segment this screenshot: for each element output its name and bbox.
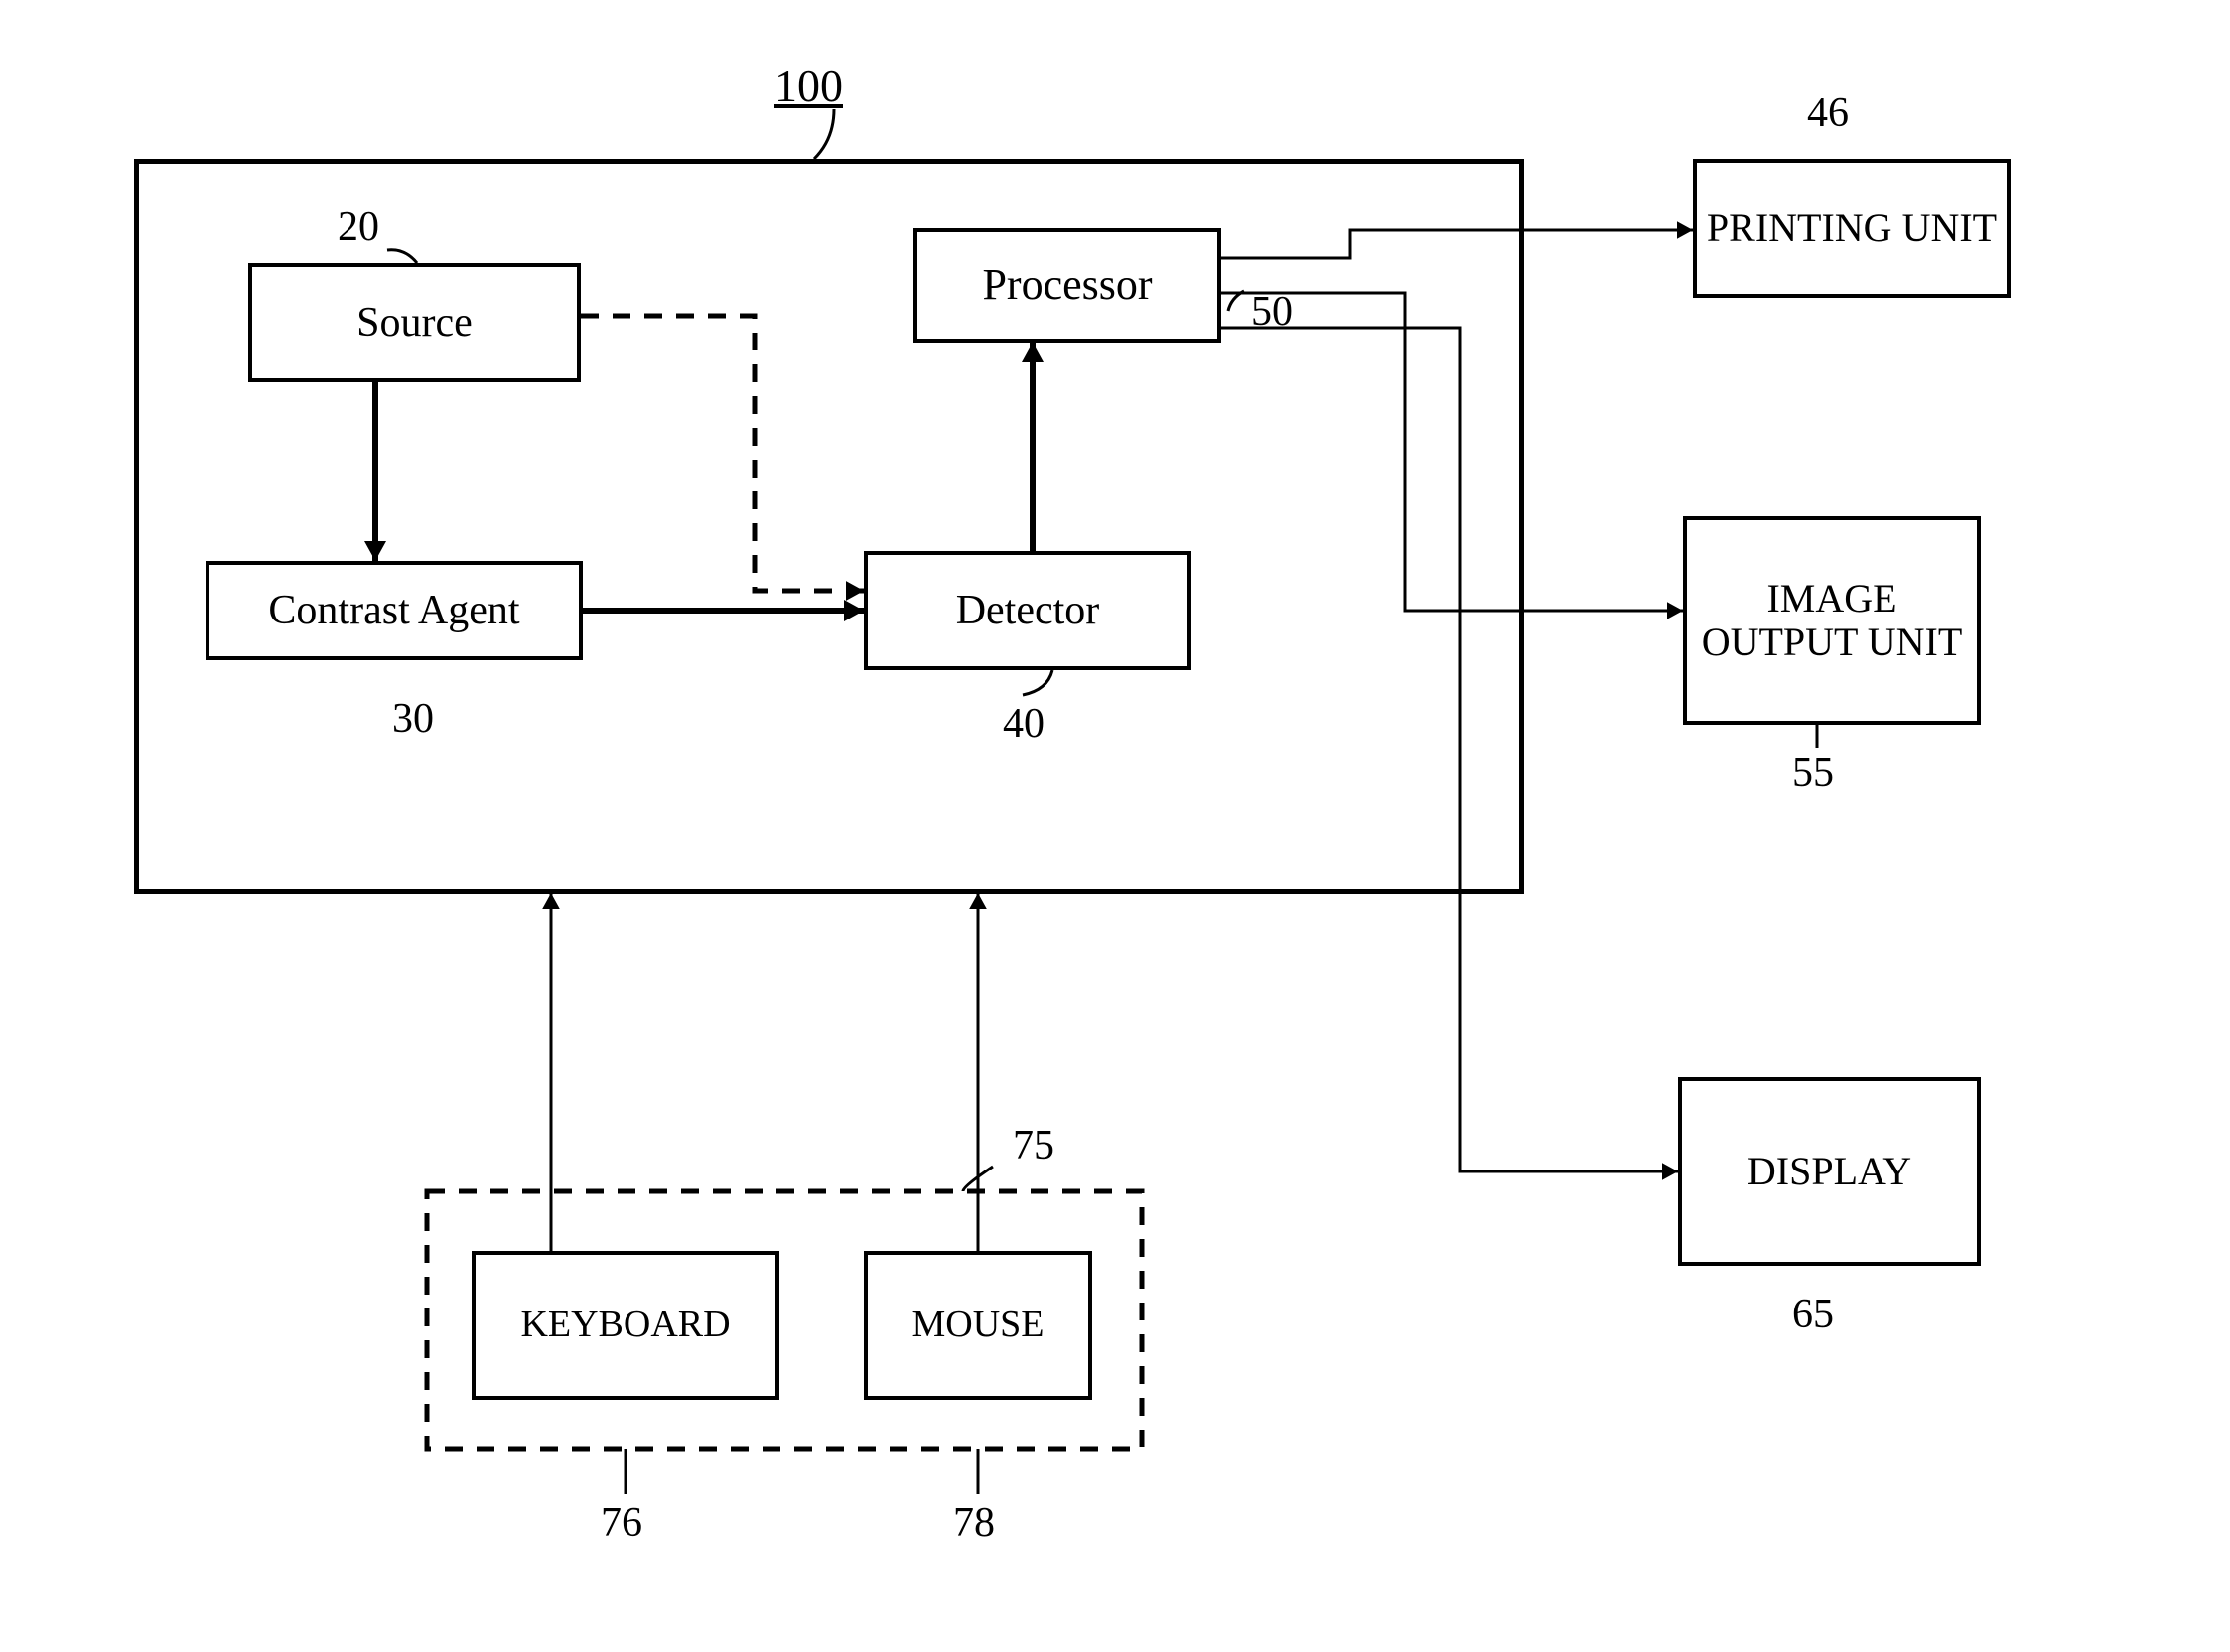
- node-keyboard-label: KEYBOARD: [520, 1305, 730, 1346]
- node-detector: Detector: [864, 551, 1191, 670]
- node-mouse: MOUSE: [864, 1251, 1092, 1400]
- id-label-image-out: 55: [1792, 750, 1834, 797]
- id-label-source: 20: [338, 204, 379, 251]
- id-label-display: 65: [1792, 1291, 1834, 1338]
- node-display-label: DISPLAY: [1747, 1150, 1911, 1193]
- id-label-contrast: 30: [392, 695, 434, 743]
- node-image-output-unit: IMAGE OUTPUT UNIT: [1683, 516, 1981, 725]
- id-label-processor: 50: [1251, 288, 1293, 336]
- node-source-label: Source: [356, 300, 473, 345]
- id-label-printing: 46: [1807, 89, 1849, 137]
- node-contrast-label: Contrast Agent: [268, 588, 519, 633]
- node-display: DISPLAY: [1678, 1077, 1981, 1266]
- node-processor-label: Processor: [982, 261, 1152, 309]
- node-printing-unit: PRINTING UNIT: [1693, 159, 2011, 298]
- id-label-keyboard: 76: [601, 1499, 642, 1547]
- node-mouse-label: MOUSE: [911, 1305, 1044, 1346]
- id-label-detector: 40: [1003, 700, 1045, 748]
- node-detector-label: Detector: [956, 588, 1100, 633]
- id-label-input-grp: 75: [1013, 1122, 1054, 1170]
- node-contrast-agent: Contrast Agent: [206, 561, 583, 660]
- node-keyboard: KEYBOARD: [472, 1251, 779, 1400]
- node-printing-label: PRINTING UNIT: [1707, 206, 1997, 250]
- node-image-out-label: IMAGE OUTPUT UNIT: [1687, 577, 1977, 664]
- diagram-canvas: Source Contrast Agent Detector Processor…: [0, 0, 2230, 1652]
- node-processor: Processor: [913, 228, 1221, 343]
- id-label-main: 100: [774, 60, 843, 112]
- id-label-mouse: 78: [953, 1499, 995, 1547]
- node-source: Source: [248, 263, 581, 382]
